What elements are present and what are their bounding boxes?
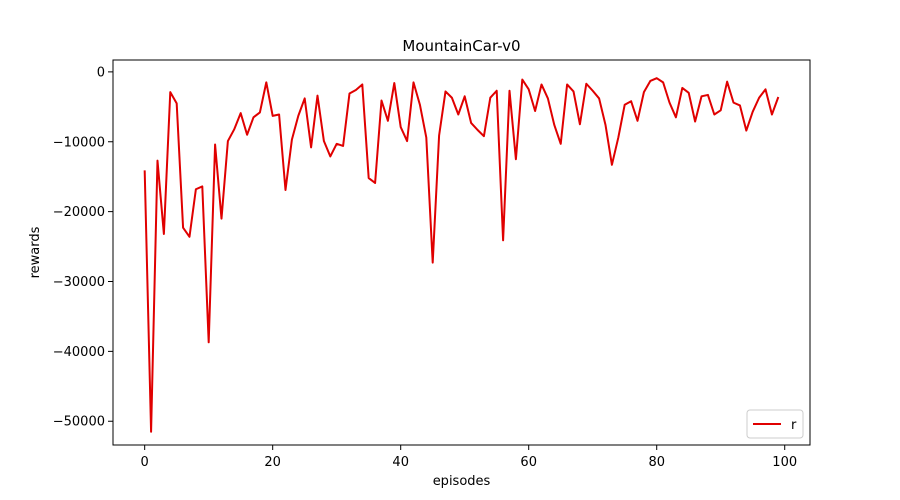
y-axis-title: rewards xyxy=(28,226,43,278)
legend: r xyxy=(746,409,804,439)
y-axis: 0 −10000 −20000 −30000 −40000 −50000 xyxy=(53,65,113,430)
x-axis: 0 20 40 60 80 100 xyxy=(141,445,797,470)
x-tick-label: 20 xyxy=(264,455,281,470)
y-tick-label: −30000 xyxy=(53,275,105,290)
x-tick-label: 80 xyxy=(648,455,665,470)
x-tick-label: 60 xyxy=(520,455,537,470)
series-layer xyxy=(143,77,780,433)
legend-label: r xyxy=(791,418,797,433)
y-tick-label: −40000 xyxy=(53,345,105,360)
x-tick-label: 40 xyxy=(392,455,409,470)
y-tick-label: 0 xyxy=(97,65,105,80)
y-tick-label: −10000 xyxy=(53,135,105,150)
y-tick-label: −50000 xyxy=(53,415,105,430)
x-tick-label: 0 xyxy=(141,455,149,470)
chart-title: MountainCar-v0 xyxy=(402,37,520,55)
x-tick-label: 100 xyxy=(772,455,797,470)
series-line-r xyxy=(143,77,780,433)
x-axis-title: episodes xyxy=(433,474,491,489)
plot-area xyxy=(112,59,811,446)
y-tick-label: −20000 xyxy=(53,205,105,220)
